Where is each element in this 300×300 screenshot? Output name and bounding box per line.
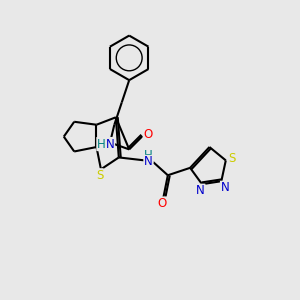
Text: O: O [143,128,152,141]
Text: N: N [106,138,115,151]
Text: S: S [96,169,103,182]
Text: S: S [229,152,236,165]
Text: H: H [97,138,106,151]
Text: N: N [196,184,205,197]
Text: H: H [144,149,153,162]
Text: N: N [144,155,153,168]
Text: N: N [220,181,229,194]
Text: O: O [157,197,167,210]
